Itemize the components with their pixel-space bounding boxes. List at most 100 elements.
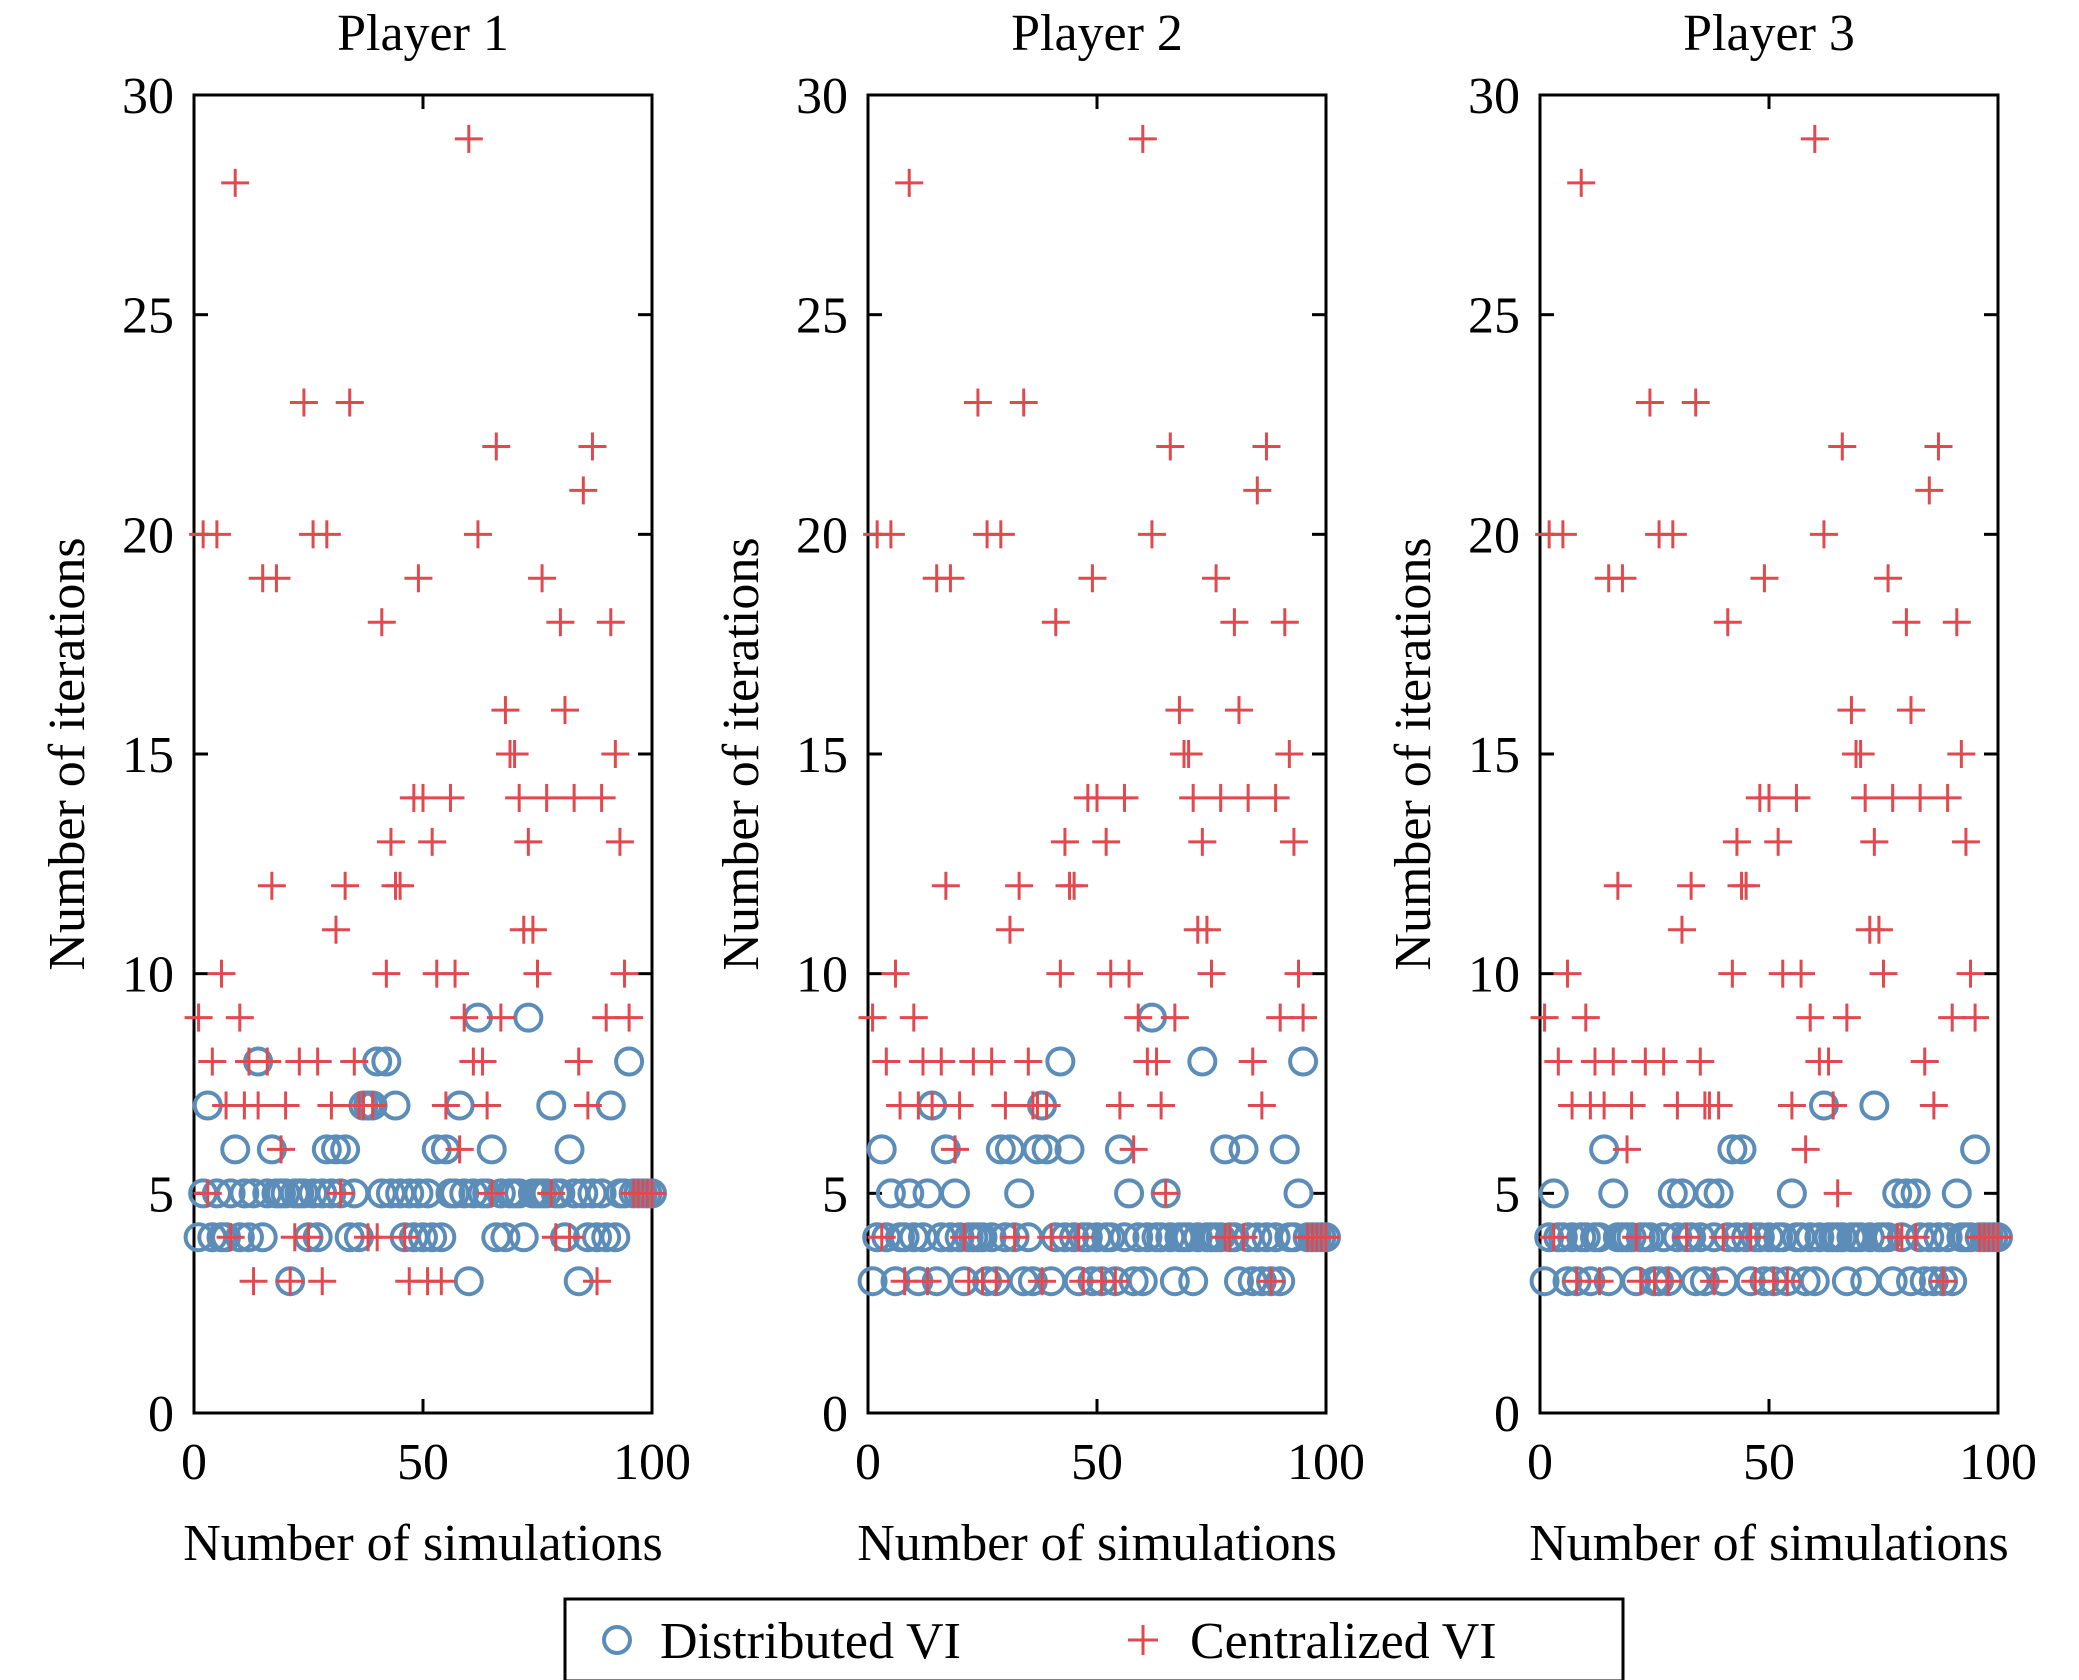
data-point	[857, 1266, 888, 1297]
data-point	[1791, 1135, 1820, 1164]
data-point	[564, 1047, 593, 1076]
x-tick-label: 0	[181, 1434, 207, 1491]
data-point	[326, 1179, 355, 1208]
data-point	[1151, 1179, 1180, 1208]
data-point	[1590, 1091, 1619, 1120]
data-point	[1238, 1047, 1267, 1076]
data-point	[404, 564, 433, 593]
data-point	[271, 1091, 300, 1120]
data-point	[468, 1047, 497, 1076]
data-point	[1192, 915, 1221, 944]
y-tick-label: 10	[122, 947, 174, 1004]
data-point	[858, 1003, 887, 1032]
data-point	[1571, 1003, 1600, 1032]
series-circle	[1529, 1090, 2013, 1297]
data-point	[1570, 1222, 1601, 1253]
data-point	[537, 1179, 566, 1208]
data-point	[1764, 827, 1793, 856]
data-point	[1032, 1091, 1061, 1120]
legend-marker-centralized	[1128, 1625, 1158, 1655]
data-point	[1782, 783, 1811, 812]
data-point	[600, 1222, 631, 1253]
data-point	[587, 783, 616, 812]
data-point	[1703, 1178, 1734, 1209]
data-point	[445, 1135, 474, 1164]
data-point	[1529, 1266, 1560, 1297]
legend-marker-distributed	[602, 1625, 632, 1655]
x-axis-label: Number of simulations	[857, 1515, 1337, 1572]
legend: Distributed VI Centralized VI	[563, 1597, 1625, 1680]
data-point	[1895, 1266, 1926, 1297]
data-point	[582, 1222, 613, 1253]
data-point	[1004, 1178, 1035, 1209]
data-point	[1635, 388, 1664, 417]
plot-frame	[1538, 93, 2000, 1415]
x-axis-label: Number of simulations	[183, 1515, 663, 1572]
data-point	[1878, 783, 1907, 812]
data-point	[1924, 432, 1953, 461]
data-point	[591, 1222, 622, 1253]
data-point	[229, 1178, 260, 1209]
data-point	[1261, 783, 1290, 812]
data-point	[1800, 124, 1829, 153]
data-point	[1156, 432, 1185, 461]
data-point	[1649, 1047, 1678, 1076]
data-point	[601, 740, 630, 768]
series-plus	[184, 124, 666, 1296]
data-point	[450, 1003, 479, 1032]
data-point	[449, 1178, 480, 1209]
data-point	[371, 1046, 402, 1077]
data-point	[431, 1091, 460, 1120]
data-point	[1681, 388, 1710, 417]
data-point	[1846, 740, 1875, 768]
data-point	[1160, 1003, 1189, 1032]
data-point	[358, 1091, 387, 1120]
data-point	[1704, 1091, 1733, 1120]
data-point	[940, 1178, 971, 1209]
data-point	[1658, 520, 1687, 549]
panel-1: Player 1 0 5 10 15 20 25 30 0 50 100 Number of simu…	[39, 5, 691, 1572]
data-point	[578, 432, 607, 461]
data-point	[941, 1135, 970, 1164]
data-point	[367, 608, 396, 637]
data-point	[513, 1002, 544, 1033]
data-point	[1672, 1223, 1701, 1252]
data-point	[950, 1223, 979, 1252]
plot-frame	[192, 93, 654, 1415]
data-point	[995, 915, 1024, 944]
data-point	[1831, 1266, 1862, 1297]
data-point	[1188, 827, 1217, 856]
data-point	[1851, 783, 1880, 812]
data-point	[1608, 564, 1637, 593]
data-point	[247, 1222, 278, 1253]
data-point	[1078, 564, 1107, 593]
data-point	[1530, 1003, 1559, 1032]
data-point	[605, 827, 634, 856]
data-point	[1933, 783, 1962, 812]
series-plus	[1530, 124, 2012, 1296]
data-point	[267, 1135, 296, 1164]
data-point	[546, 608, 575, 637]
data-point	[1229, 1223, 1258, 1252]
data-point	[1064, 1223, 1093, 1252]
legend-box	[563, 1597, 1625, 1680]
data-point	[1247, 1091, 1276, 1120]
data-point	[1182, 1222, 1213, 1253]
data-point	[225, 1003, 254, 1032]
data-point	[977, 1047, 1006, 1076]
data-point	[1279, 827, 1308, 856]
panel-title: Player 2	[1011, 5, 1183, 62]
data-point	[1539, 1223, 1568, 1252]
data-point	[482, 432, 511, 461]
data-point	[253, 1047, 282, 1076]
y-tick-label: 0	[1494, 1386, 1520, 1443]
data-point	[1896, 696, 1925, 725]
data-point	[1050, 827, 1079, 856]
data-point	[982, 1267, 1011, 1296]
data-point	[1617, 1091, 1646, 1120]
data-point	[441, 959, 470, 988]
y-tick-label: 5	[148, 1166, 174, 1223]
data-point	[1109, 1222, 1140, 1253]
data-point	[1901, 1223, 1930, 1252]
data-point	[518, 915, 547, 944]
